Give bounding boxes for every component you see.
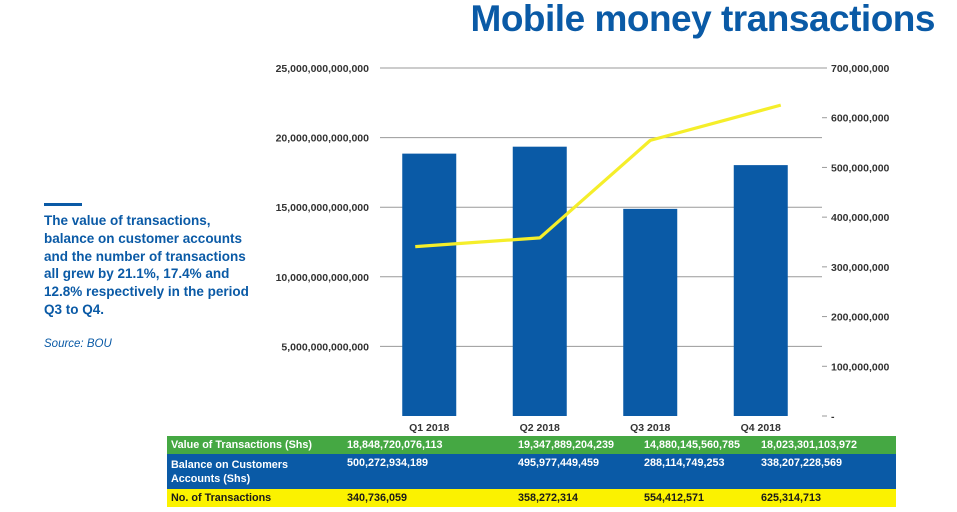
y-axis-left: 5,000,000,000,000 10,000,000,000,000 15,00… [276, 63, 370, 353]
y-left-tick: 5,000,000,000,000 [281, 341, 369, 353]
note-source: Source: BOU [44, 338, 112, 350]
page-title: Mobile money transactions [470, 0, 936, 39]
table-row-count: No. of Transactions 340,736,059 358,272,… [167, 489, 896, 507]
bar-q2-2018 [512, 146, 567, 417]
y-right-tick: 400,000,000 [831, 212, 890, 224]
y-right-tick: 700,000,000 [831, 63, 890, 75]
x-tick-label: Q2 2018 [520, 422, 560, 434]
y-left-tick: 20,000,000,000,000 [276, 133, 370, 145]
data-table: Value of Transactions (Shs) 18,848,720,0… [167, 436, 896, 507]
note-text: The value of transactions, balance on cu… [44, 213, 249, 317]
y-left-tick: 10,000,000,000,000 [276, 272, 370, 284]
cell-q4: 625,314,713 [757, 489, 896, 507]
y-axis-right: - 100,000,000 200,000,000 300,000,000 400,00… [822, 63, 890, 423]
bar-q1-2018 [402, 153, 457, 416]
note-accent-rule [44, 203, 82, 206]
bar-q3-2018 [623, 208, 678, 416]
y-right-tick: 200,000,000 [831, 312, 890, 324]
line-series [415, 103, 782, 249]
bar-series [402, 146, 788, 417]
bar-q4-2018 [733, 165, 788, 416]
cell-q1: 18,848,720,076,113 [343, 436, 514, 454]
y-right-tick: 600,000,000 [831, 113, 890, 125]
cell-q2: 358,272,314 [514, 489, 640, 507]
y-left-tick: 25,000,000,000,000 [276, 63, 370, 75]
cell-q2: 19,347,889,204,239 [514, 436, 640, 454]
y-right-tick: 300,000,000 [831, 262, 890, 274]
table-row-balance: Balance on Customers Accounts (Shs) 500,… [167, 454, 896, 489]
row-label: No. of Transactions [167, 489, 343, 507]
y-right-tick: 500,000,000 [831, 162, 890, 174]
x-tick-label: Q1 2018 [409, 422, 449, 434]
y-right-tick: 100,000,000 [831, 361, 890, 373]
cell-q2: 495,977,449,459 [514, 454, 640, 489]
line-no-of-transactions [415, 103, 782, 249]
row-label: Value of Transactions (Shs) [167, 436, 343, 454]
x-tick-label: Q4 2018 [741, 422, 781, 434]
cell-q1: 340,736,059 [343, 489, 514, 507]
cell-q3: 14,880,145,560,785 [640, 436, 757, 454]
cell-q1: 500,272,934,189 [343, 454, 514, 489]
y-left-tick: 15,000,000,000,000 [276, 202, 370, 214]
cell-q3: 554,412,571 [640, 489, 757, 507]
y-right-tick: - [831, 411, 835, 423]
x-axis: Q1 2018 Q2 2018 Q3 2018 Q4 2018 [409, 422, 781, 434]
row-label: Balance on Customers Accounts (Shs) [167, 454, 343, 489]
x-tick-label: Q3 2018 [630, 422, 670, 434]
combo-chart: 5,000,000,000,000 10,000,000,000,000 15,00… [276, 63, 890, 434]
cell-q4: 18,023,301,103,972 [757, 436, 896, 454]
cell-q4: 338,207,228,569 [757, 454, 896, 489]
table-row-value: Value of Transactions (Shs) 18,848,720,0… [167, 436, 896, 454]
cell-q3: 288,114,749,253 [640, 454, 757, 489]
